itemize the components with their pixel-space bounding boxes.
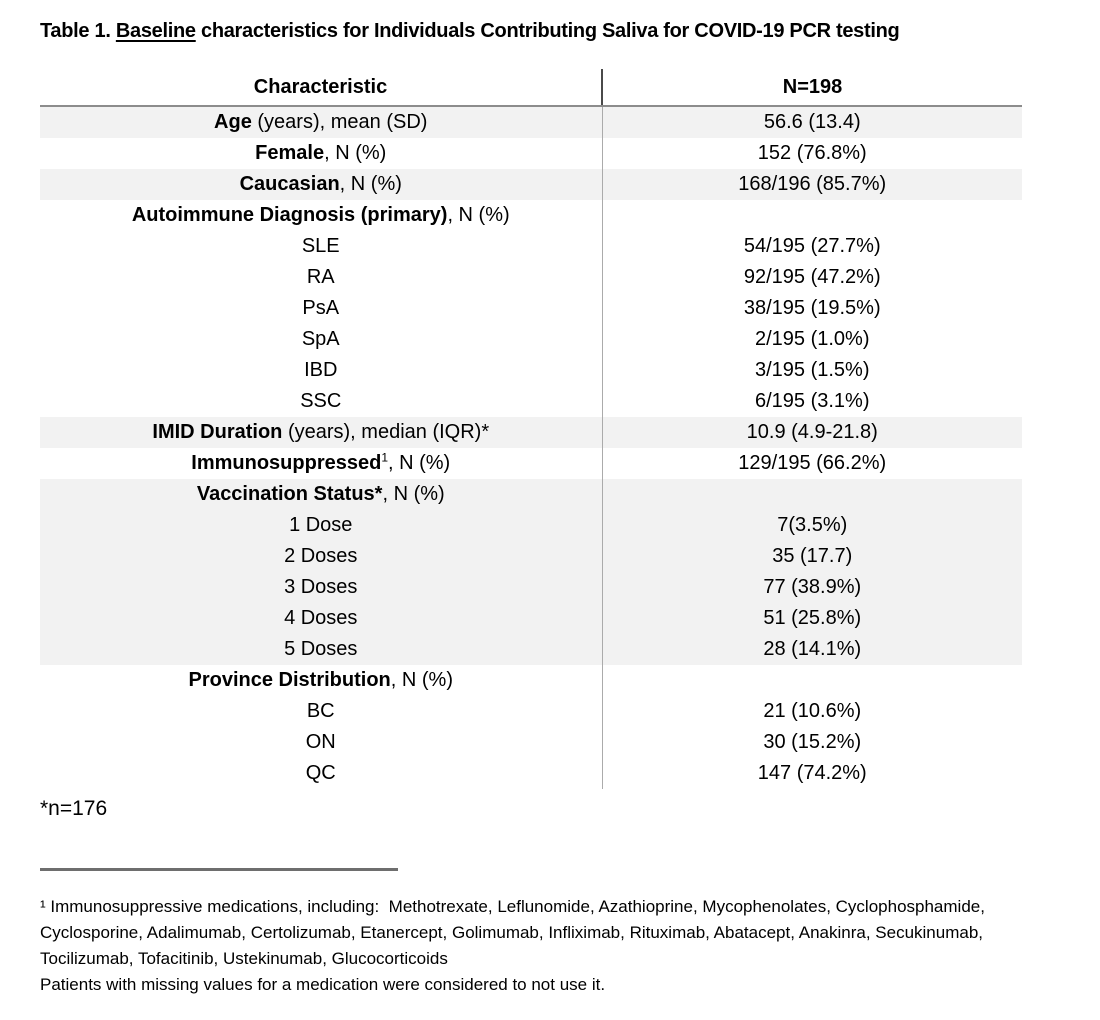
characteristic-cell: BC [40, 696, 603, 727]
footnotes: ¹ Immunosuppressive medications, includi… [40, 894, 1080, 998]
characteristic-label-bold: Province Distribution [188, 669, 391, 691]
table-title: Table 1. Baseline characteristics for In… [40, 20, 1080, 43]
value-cell: 168/196 (85.7%) [738, 173, 887, 195]
table-row: SpA 2/195 (1.0%) [40, 324, 1022, 355]
characteristic-cell: Province Distribution, N (%) [40, 665, 603, 696]
table-row: SSC 6/195 (3.1%) [40, 386, 1022, 417]
characteristic-label-bold: Vaccination Status* [196, 483, 383, 505]
value-cell: 77 (38.9%) [763, 576, 862, 598]
value-cell [602, 479, 1022, 510]
value-cell: 7(3.5%) [777, 514, 848, 536]
table-row: 4 Doses 51 (25.8%) [40, 603, 1022, 634]
table-row: RA 92/195 (47.2%) [40, 262, 1022, 293]
footnote-line: ¹ Immunosuppressive medications, includi… [40, 897, 985, 916]
characteristic-cell: PsA [40, 293, 603, 324]
value-cell: 10.9 (4.9-21.8) [746, 421, 878, 443]
characteristic-label-bold: Autoimmune Diagnosis (primary) [131, 204, 448, 226]
table-row: PsA 38/195 (19.5%) [40, 293, 1022, 324]
footnote-line: Patients with missing values for a medic… [40, 975, 606, 994]
table-row: Immunosuppressed1, N (%) 129/195 (66.2%) [40, 448, 1022, 479]
table-row: Female, N (%) 152 (76.8%) [40, 138, 1022, 169]
characteristic-label-bold: Caucasian [239, 173, 340, 195]
table-header-row: Characteristic N=198 [40, 69, 1022, 107]
table-row: QC 147 (74.2%) [40, 758, 1022, 789]
value-cell: 3/195 (1.5%) [754, 359, 870, 381]
value-cell: 51 (25.8%) [763, 607, 862, 629]
footnote-marker: 1 [381, 450, 388, 465]
characteristic-cell: QC [40, 758, 603, 789]
table-row: 2 Doses 35 (17.7) [40, 541, 1022, 572]
value-cell: 30 (15.2%) [763, 731, 862, 753]
footnote-line: Cyclosporine, Adalimumab, Certolizumab, … [40, 923, 984, 942]
characteristic-cell: Age (years), mean (SD) [40, 106, 603, 138]
value-cell: 6/195 (3.1%) [754, 390, 870, 412]
value-cell: 38/195 (19.5%) [743, 297, 881, 319]
characteristic-cell: ON [40, 727, 603, 758]
characteristic-cell: 3 Doses [40, 572, 603, 603]
table-row: Age (years), mean (SD) 56.6 (13.4) [40, 106, 1022, 138]
table-row: Province Distribution, N (%) [40, 665, 1022, 696]
value-cell: 21 (10.6%) [763, 700, 862, 722]
value-cell: 92/195 (47.2%) [743, 266, 881, 288]
characteristic-cell: IBD [40, 355, 603, 386]
table-row: 3 Doses 77 (38.9%) [40, 572, 1022, 603]
value-cell [602, 665, 1022, 696]
characteristic-cell: 4 Doses [40, 603, 603, 634]
table-row: BC 21 (10.6%) [40, 696, 1022, 727]
characteristic-cell: 2 Doses [40, 541, 603, 572]
table-row: ON 30 (15.2%) [40, 727, 1022, 758]
value-cell: 28 (14.1%) [763, 638, 862, 660]
table-row: Autoimmune Diagnosis (primary), N (%) [40, 200, 1022, 231]
characteristic-cell: Caucasian, N (%) [40, 169, 603, 200]
characteristic-cell: SpA [40, 324, 603, 355]
table-row: IBD 3/195 (1.5%) [40, 355, 1022, 386]
table-title-underlined-word: Baseline [115, 20, 196, 42]
table-row: SLE 54/195 (27.7%) [40, 231, 1022, 262]
characteristic-cell: Autoimmune Diagnosis (primary), N (%) [40, 200, 603, 231]
value-cell: 54/195 (27.7%) [743, 235, 881, 257]
characteristic-cell: 5 Doses [40, 634, 603, 665]
characteristic-cell: 1 Dose [40, 510, 603, 541]
footnote-line: Tocilizumab, Tofacitinib, Ustekinumab, G… [40, 949, 448, 968]
table-title-prefix: Table 1. [40, 20, 116, 42]
column-header-characteristic: Characteristic [40, 69, 603, 107]
characteristic-cell: IMID Duration (years), median (IQR)* [40, 417, 603, 448]
characteristic-cell: RA [40, 262, 603, 293]
characteristic-cell: SLE [40, 231, 603, 262]
table-row: 5 Doses 28 (14.1%) [40, 634, 1022, 665]
value-cell: 129/195 (66.2%) [738, 452, 887, 474]
baseline-characteristics-table: Characteristic N=198 Age (years), mean (… [40, 69, 1022, 789]
table-row: IMID Duration (years), median (IQR)* 10.9… [40, 417, 1022, 448]
value-cell: 35 (17.7) [772, 545, 853, 567]
value-cell: 152 (76.8%) [757, 142, 867, 164]
table-body: Age (years), mean (SD) 56.6 (13.4) Female,… [40, 106, 1022, 789]
document-page: Table 1. Baseline characteristics for In… [40, 20, 1080, 998]
characteristic-label-bold: Age [214, 111, 252, 133]
table-row: 1 Dose 7(3.5%) [40, 510, 1022, 541]
characteristic-cell: Female, N (%) [40, 138, 603, 169]
value-cell: 56.6 (13.4) [763, 111, 861, 133]
characteristic-cell: Vaccination Status*, N (%) [40, 479, 603, 510]
characteristic-cell: SSC [40, 386, 603, 417]
characteristic-cell: Immunosuppressed1, N (%) [40, 448, 603, 479]
table-row: Caucasian, N (%) 168/196 (85.7%) [40, 169, 1022, 200]
characteristic-label-bold: Immunosuppressed [191, 452, 382, 474]
table-row: Vaccination Status*, N (%) [40, 479, 1022, 510]
sample-size-note: *n=176 [40, 797, 108, 820]
value-cell [602, 200, 1022, 231]
footnote-separator-rule [40, 868, 398, 871]
column-header-sample-size: N=198 [602, 69, 1022, 107]
characteristic-label-bold: Female [255, 142, 325, 164]
table-title-suffix: characteristics for Individuals Contribu… [195, 20, 900, 42]
value-cell: 2/195 (1.0%) [754, 328, 870, 350]
characteristic-label-bold: IMID Duration [152, 421, 283, 443]
value-cell: 147 (74.2%) [757, 762, 867, 784]
